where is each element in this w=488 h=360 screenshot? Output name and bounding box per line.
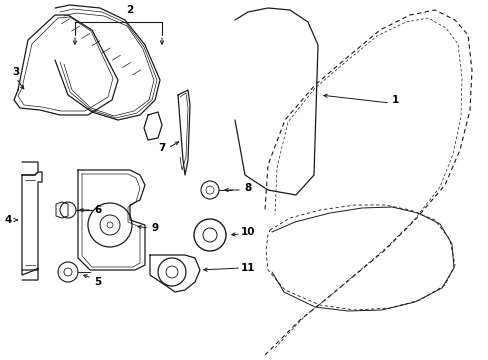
Text: 1: 1 — [390, 95, 398, 105]
Text: 3: 3 — [12, 67, 20, 77]
Text: 2: 2 — [126, 5, 133, 15]
Text: 9: 9 — [151, 223, 158, 233]
Text: 4: 4 — [4, 215, 12, 225]
Text: 6: 6 — [94, 205, 102, 215]
Text: 10: 10 — [240, 227, 255, 237]
Text: 8: 8 — [244, 183, 251, 193]
Text: 11: 11 — [240, 263, 255, 273]
Text: 5: 5 — [94, 277, 102, 287]
Text: 7: 7 — [158, 143, 165, 153]
